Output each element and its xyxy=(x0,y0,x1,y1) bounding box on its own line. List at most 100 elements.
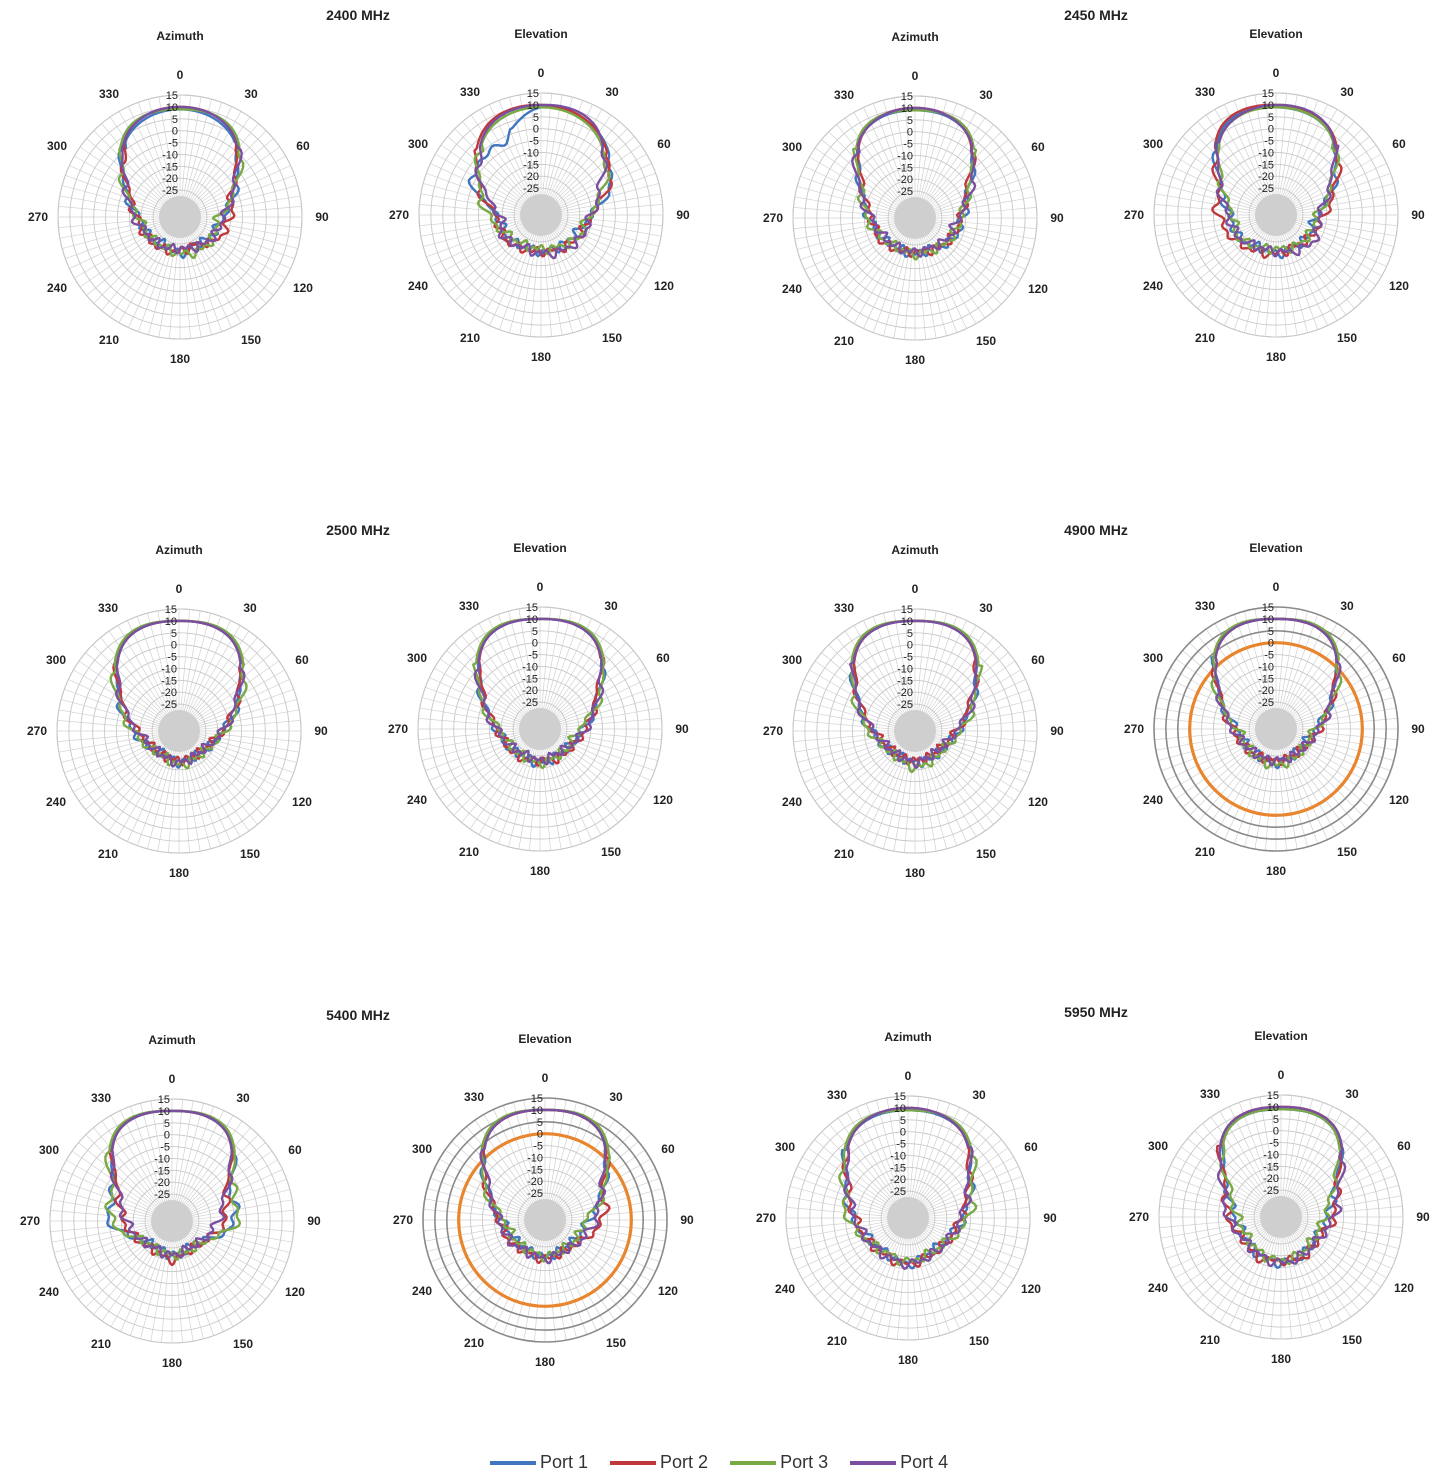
angle-tick-label: 120 xyxy=(292,795,312,809)
angular-gridline xyxy=(912,1103,951,1205)
angular-gridline xyxy=(190,652,273,722)
angular-gridline xyxy=(185,620,231,718)
angular-gridline xyxy=(129,1106,168,1208)
angle-tick-label: 150 xyxy=(233,1337,253,1351)
angular-gridline xyxy=(929,186,1033,215)
legend-swatch-port-2 xyxy=(610,1460,657,1465)
radial-gridline xyxy=(792,95,1038,341)
series-trace-port-4 xyxy=(120,105,243,255)
panel-subtitle: Azimuth xyxy=(884,1030,931,1044)
angle-tick-label: 210 xyxy=(464,1336,484,1350)
radial-gridline xyxy=(868,1178,948,1258)
series-trace-port-4 xyxy=(1214,103,1340,258)
angular-gridline xyxy=(554,172,656,211)
angular-gridline xyxy=(58,217,166,228)
angular-gridline xyxy=(93,1127,163,1210)
angle-tick-label: 180 xyxy=(169,866,189,880)
radial-tick-label: -15 xyxy=(890,1162,906,1174)
angular-gridline xyxy=(461,635,531,718)
angle-tick-label: 60 xyxy=(661,1142,675,1156)
angular-gridline xyxy=(919,1227,1002,1297)
angular-gridline xyxy=(1249,1099,1278,1203)
angular-gridline xyxy=(929,196,1036,216)
radial-tick-label: 10 xyxy=(901,616,913,628)
angular-gridline xyxy=(54,1224,158,1253)
angular-gridline xyxy=(192,225,281,288)
radial-tick-label: 5 xyxy=(164,1118,170,1130)
angular-gridline xyxy=(423,1220,531,1231)
angle-tick-label: 330 xyxy=(834,601,854,615)
angular-gridline xyxy=(425,686,527,725)
angular-gridline xyxy=(1290,707,1397,727)
angular-gridline xyxy=(1197,635,1267,718)
radial-tick-label: -20 xyxy=(162,173,178,185)
radial-tick-label: 5 xyxy=(907,628,913,640)
angular-gridline xyxy=(458,1133,535,1210)
angular-gridline xyxy=(1284,1099,1313,1203)
angle-tick-label: 30 xyxy=(605,85,619,99)
angular-gridline xyxy=(545,1098,556,1206)
angular-gridline xyxy=(1180,1225,1269,1288)
angle-tick-label: 30 xyxy=(979,601,993,615)
angular-gridline xyxy=(462,226,532,309)
angular-gridline xyxy=(1160,1195,1267,1215)
angular-gridline xyxy=(1285,1230,1324,1332)
angular-gridline xyxy=(555,218,659,247)
angular-gridline xyxy=(550,226,620,309)
angular-gridline xyxy=(549,1105,588,1207)
polar-panel-6: 151050-5-10-15-20-2503060901201501802102… xyxy=(388,541,689,878)
radial-tick-label: -20 xyxy=(527,1176,543,1188)
radial-tick-label: -5 xyxy=(168,138,178,150)
angle-tick-label: 150 xyxy=(976,334,996,348)
angle-tick-label: 120 xyxy=(1028,795,1048,809)
angular-gridline xyxy=(1295,1217,1403,1228)
radial-tick-label: 10 xyxy=(165,616,177,628)
angular-gridline xyxy=(544,97,573,201)
angular-gridline xyxy=(920,1226,1009,1289)
angular-gridline xyxy=(423,218,527,247)
angular-gridline xyxy=(51,1223,158,1243)
angular-gridline xyxy=(800,688,902,727)
radial-gridline xyxy=(1158,1094,1404,1340)
angular-gridline xyxy=(140,1103,169,1207)
angular-gridline xyxy=(1158,697,1262,726)
angular-gridline xyxy=(1166,1221,1268,1260)
angular-gridline xyxy=(157,610,177,717)
frequency-title: 2400 MHz xyxy=(326,7,390,23)
radial-tick-label: 0 xyxy=(900,1127,906,1139)
angular-gridline xyxy=(1293,1225,1382,1288)
angular-gridline xyxy=(554,707,661,727)
angular-gridline xyxy=(68,679,166,725)
radial-tick-label: -15 xyxy=(897,675,913,687)
angle-tick-label: 330 xyxy=(99,87,119,101)
angular-gridline xyxy=(917,1124,987,1207)
angle-tick-label: 0 xyxy=(905,1069,912,1083)
angle-tick-label: 30 xyxy=(1340,85,1354,99)
angular-gridline xyxy=(551,128,628,205)
radial-tick-label: 10 xyxy=(1267,1102,1279,1114)
angular-gridline xyxy=(1210,1229,1273,1318)
angle-tick-label: 300 xyxy=(408,137,428,151)
angular-gridline xyxy=(1154,718,1262,729)
angle-tick-label: 0 xyxy=(538,66,545,80)
angle-tick-label: 30 xyxy=(236,1091,250,1105)
angular-gridline xyxy=(928,679,1026,725)
angular-gridline xyxy=(904,96,915,204)
angle-tick-label: 330 xyxy=(1195,85,1215,99)
angle-tick-label: 0 xyxy=(176,582,183,596)
angular-gridline xyxy=(794,709,901,729)
angular-gridline xyxy=(100,637,170,720)
angle-tick-label: 120 xyxy=(1021,1282,1041,1296)
radial-tick-label: -25 xyxy=(897,699,913,711)
angular-gridline xyxy=(85,652,168,722)
radial-tick-label: 15 xyxy=(526,602,538,614)
angular-gridline xyxy=(1233,100,1272,202)
angular-gridline xyxy=(793,207,901,218)
angular-gridline xyxy=(922,1220,1029,1240)
angular-gridline xyxy=(836,124,906,207)
angular-gridline xyxy=(797,221,901,250)
panel-subtitle: Elevation xyxy=(518,1032,571,1046)
angular-gridline xyxy=(65,174,167,213)
radial-tick-label: 15 xyxy=(527,88,539,100)
angular-gridline xyxy=(58,709,165,729)
